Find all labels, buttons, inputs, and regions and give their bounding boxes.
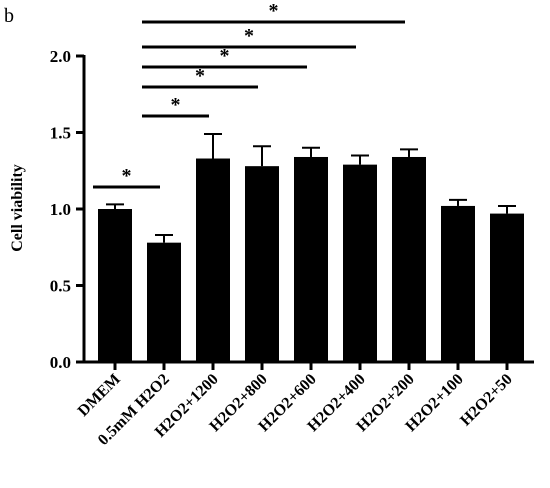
significance-star: * — [220, 45, 230, 67]
x-tick-label: H2O2+50 — [457, 371, 516, 430]
bar — [196, 158, 230, 362]
bars — [98, 156, 524, 362]
bar — [441, 205, 475, 362]
y-tick-label: 2.0 — [50, 47, 71, 66]
y-axis-label: Cell viability — [9, 164, 26, 252]
bar — [294, 156, 328, 362]
significance-star: * — [269, 0, 279, 22]
bar — [343, 164, 377, 362]
y-tick-label: 1.5 — [50, 124, 71, 143]
x-tick-label: DMEM — [75, 371, 124, 420]
y-tick-label: 0.5 — [50, 277, 71, 296]
bar — [245, 166, 279, 362]
y-tick-label: 0.0 — [50, 353, 71, 372]
y-ticks: 0.0 0.5 1.0 1.5 2.0 — [50, 47, 84, 372]
significance-star: * — [195, 65, 205, 87]
y-tick-label: 1.0 — [50, 200, 71, 219]
bar — [98, 209, 132, 362]
bar — [490, 213, 524, 362]
significance-brackets: * * * * * * — [93, 0, 405, 189]
significance-star: * — [244, 25, 254, 47]
bar — [147, 242, 181, 362]
bar — [392, 156, 426, 362]
panel-label: b — [4, 5, 14, 27]
significance-star: * — [122, 165, 132, 187]
significance-star: * — [171, 94, 181, 116]
error-bars — [106, 133, 516, 243]
